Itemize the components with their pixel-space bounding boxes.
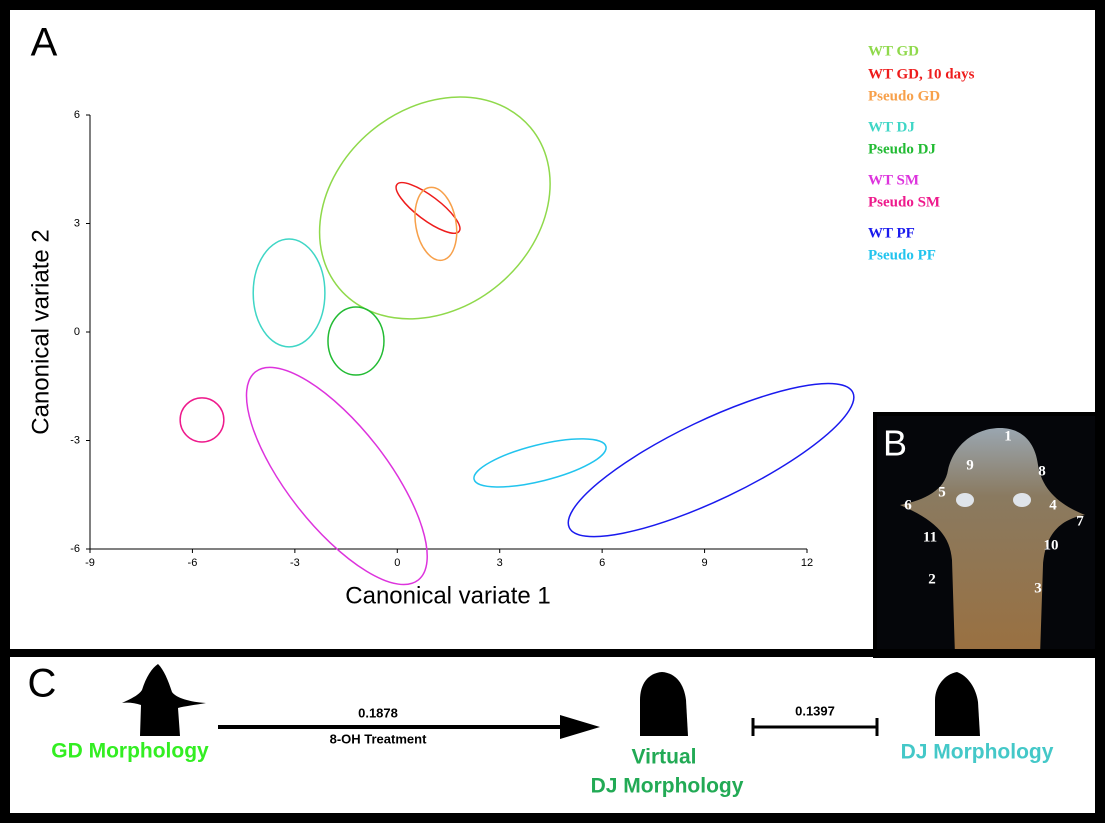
landmark-label: 6 — [904, 497, 912, 513]
start-label: GD Morphology — [51, 740, 209, 763]
landmark-label: 8 — [1038, 463, 1046, 479]
panel-label: A — [31, 21, 58, 65]
landmark-label: 3 — [1034, 580, 1042, 596]
legend-entry: WT PF — [868, 225, 915, 241]
x-tick-label: 3 — [497, 557, 503, 569]
arrow-value: 0.1878 — [358, 705, 398, 720]
legend-entry: Pseudo PF — [868, 247, 936, 263]
landmark-label: 5 — [938, 484, 946, 500]
x-tick-label: -9 — [85, 557, 95, 569]
y-tick-label: 6 — [74, 109, 80, 121]
landmark-label: 4 — [1049, 497, 1057, 513]
legend-entry: Pseudo DJ — [868, 141, 936, 157]
x-axis-label: Canonical variate 1 — [345, 582, 550, 609]
landmark-label: 1 — [1004, 428, 1012, 444]
legend-entry: WT GD — [868, 43, 919, 59]
legend-entry: WT SM — [868, 172, 919, 188]
panel-label: B — [883, 423, 907, 464]
legend-entry: Pseudo SM — [868, 194, 940, 210]
x-tick-label: 6 — [599, 557, 605, 569]
middle-label: DJ Morphology — [591, 775, 744, 798]
eye — [1013, 493, 1031, 507]
landmark-label: 10 — [1044, 537, 1059, 553]
y-tick-label: -3 — [70, 434, 80, 446]
legend-entry: WT GD, 10 days — [868, 66, 975, 82]
landmark-label: 9 — [966, 457, 974, 473]
legend-entry: Pseudo GD — [868, 88, 940, 104]
landmark-label: 7 — [1076, 513, 1084, 529]
y-tick-label: 3 — [74, 217, 80, 229]
y-tick-label: -6 — [70, 543, 80, 555]
eye — [956, 493, 974, 507]
x-tick-label: 12 — [801, 557, 813, 569]
end-label: DJ Morphology — [901, 741, 1054, 764]
page: GD Morphology 0.1878 8-OH Treatment Virt… — [0, 0, 1105, 823]
middle-label: Virtual — [632, 746, 697, 769]
bar-value: 0.1397 — [795, 703, 835, 718]
landmark-label: 2 — [928, 571, 936, 587]
figure: GD Morphology 0.1878 8-OH Treatment Virt… — [0, 0, 1105, 823]
arrow-label: 8-OH Treatment — [330, 731, 427, 746]
x-tick-label: 9 — [702, 557, 708, 569]
landmark-label: 11 — [923, 529, 937, 545]
x-tick-label: -3 — [290, 557, 300, 569]
x-tick-label: 0 — [394, 557, 400, 569]
y-tick-label: 0 — [74, 326, 80, 338]
x-tick-label: -6 — [188, 557, 198, 569]
y-axis-label: Canonical variate 2 — [27, 229, 54, 434]
legend-entry: WT DJ — [868, 119, 915, 135]
panel-label: C — [28, 662, 57, 706]
